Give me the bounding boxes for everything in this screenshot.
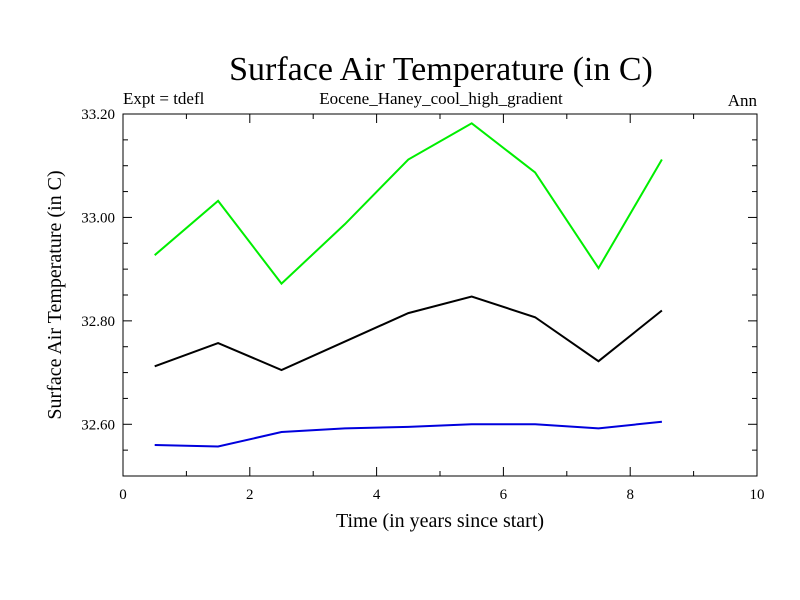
x-tick-label: 6: [500, 487, 508, 503]
y-axis-label: Surface Air Temperature (in C): [44, 170, 66, 419]
x-tick-label: 4: [373, 487, 381, 503]
x-tick-label: 10: [750, 487, 765, 503]
series-line-3: [154, 420, 663, 448]
y-tick-label: 33.20: [81, 107, 115, 123]
x-tick-label: 8: [626, 487, 634, 503]
x-axis-label: Time (in years since start): [336, 510, 544, 532]
x-tick-label: 2: [246, 487, 254, 503]
y-tick-label: 33.00: [81, 210, 115, 226]
chart-title: Surface Air Temperature (in C): [229, 51, 653, 88]
season-label: Ann: [728, 91, 758, 110]
axis-ticks: 0 2 4 6 8 10 32.60 32.80 33.00 33.20: [81, 107, 764, 503]
x-tick-label: 0: [119, 487, 127, 503]
series-layer: [154, 122, 663, 448]
series-line-2: [154, 295, 663, 372]
experiment-name: Eocene_Haney_cool_high_gradient: [319, 89, 563, 108]
experiment-label: Expt = tdefl: [123, 89, 205, 108]
y-tick-label: 32.80: [81, 314, 115, 330]
y-tick-label: 32.60: [81, 417, 115, 433]
series-line-1: [154, 122, 663, 286]
